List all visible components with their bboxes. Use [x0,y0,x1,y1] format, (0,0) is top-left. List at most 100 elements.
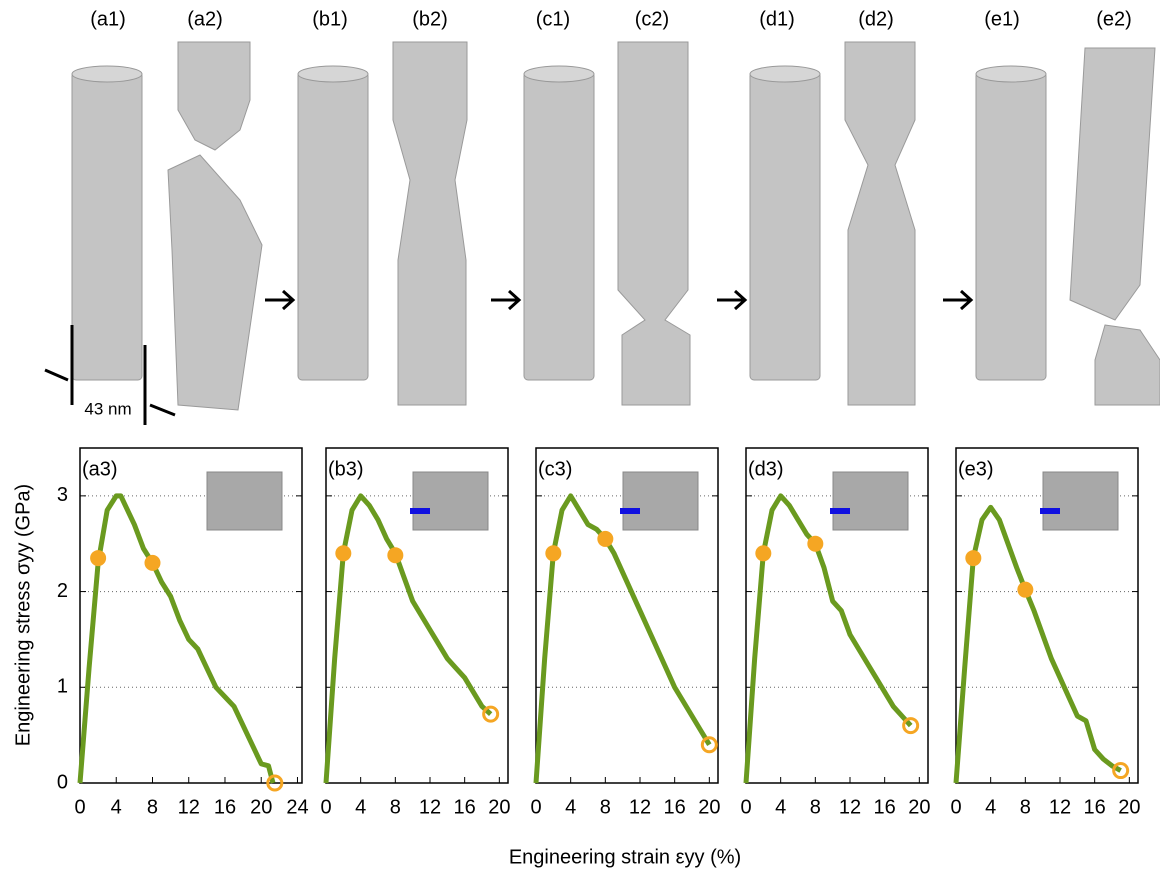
snapshot-marker [807,536,823,552]
scale-label: 43 nm [84,399,131,418]
x-tick-label: 4 [985,796,996,818]
snapshot-marker [387,547,403,563]
x-tick-label: 16 [454,796,476,818]
snapshot-marker [545,545,561,561]
panel-label: (d3) [748,458,784,480]
pillar [1095,325,1160,405]
panel-label: (e2) [1096,8,1132,30]
arrow [943,291,971,309]
pillar [618,42,690,405]
x-axis-label: Engineering strain εyy (%) [509,846,741,868]
panel-label: (d2) [858,8,894,30]
x-tick-label: 16 [874,796,896,818]
arrow [491,291,519,309]
figure: 43 nm (a1) (a2) (b1) (b2) (c1) (c2) (d1) (d2) (e… [0,0,1160,880]
pillar [72,72,142,380]
x-tick-label: 24 [286,796,308,818]
pillar [168,155,262,410]
x-tick-label: 0 [320,796,331,818]
x-tick-label: 4 [775,796,786,818]
x-tick-label: 4 [111,796,122,818]
pillar [393,42,467,405]
x-tick-label: 0 [740,796,751,818]
x-tick-label: 8 [1020,796,1031,818]
panel-label: (c2) [635,8,669,30]
pillar [178,42,250,150]
pillars [72,42,1160,410]
x-tick-label: 12 [839,796,861,818]
pillar-top [298,66,368,82]
x-tick-label: 0 [530,796,541,818]
pillar [524,72,594,380]
x-tick-label: 12 [1049,796,1071,818]
inset-image [413,472,488,530]
panel-label: (b2) [412,8,448,30]
snapshot-marker [1017,582,1033,598]
snapshot-marker [597,531,613,547]
pillar-top [524,66,594,82]
panel-label: (d1) [759,8,795,30]
stress-curve [80,496,273,783]
x-tick-label: 20 [908,796,930,818]
snapshot-marker [755,545,771,561]
y-tick-label: 3 [57,484,68,506]
pillar [976,72,1046,380]
x-tick-label: 12 [178,796,200,818]
y-tick-label: 0 [57,771,68,793]
stress-curve [746,496,911,783]
snapshot-marker [965,550,981,566]
panel-label: (a2) [187,8,223,30]
inset-image [1043,472,1118,530]
panel-label: (c1) [536,8,570,30]
panel-label: (e1) [984,8,1020,30]
inset-image [207,472,282,530]
y-axis-label: Engineering stress σyy (GPa) [12,484,34,746]
x-tick-label: 8 [147,796,158,818]
pillar [1070,48,1155,320]
x-tick-label: 8 [810,796,821,818]
x-tick-label: 16 [214,796,236,818]
x-tick-label: 8 [390,796,401,818]
x-tick-label: 4 [565,796,576,818]
inset-image [623,472,698,530]
snapshot-marker [90,550,106,566]
x-tick-label: 0 [950,796,961,818]
stress-curve [326,496,491,783]
y-tick-label: 2 [57,580,68,602]
x-tick-label: 12 [419,796,441,818]
pillar-top [750,66,820,82]
x-tick-label: 20 [488,796,510,818]
stress-curve [956,507,1121,783]
x-tick-label: 16 [1084,796,1106,818]
x-tick-label: 12 [629,796,651,818]
inset-marker [620,508,640,514]
snapshot-marker [335,545,351,561]
arrow [717,291,745,309]
inset-marker [410,508,430,514]
panel-label: (b3) [328,458,364,480]
pillar-top [72,66,142,82]
inset-image [833,472,908,530]
pillar-top [976,66,1046,82]
panel-label: (e3) [958,458,994,480]
snapshot-marker [144,555,160,571]
pillar [298,72,368,380]
x-tick-label: 20 [250,796,272,818]
stress-curve [536,496,709,783]
x-tick-label: 4 [355,796,366,818]
y-tick-label: 1 [57,676,68,698]
panel-label: (a3) [82,458,118,480]
pillar [750,72,820,380]
inset-marker [1040,508,1060,514]
inset-marker [830,508,850,514]
x-tick-label: 0 [74,796,85,818]
x-tick-label: 20 [1118,796,1140,818]
panel-label: (a1) [90,8,126,30]
x-tick-label: 8 [600,796,611,818]
arrow [265,291,293,309]
x-tick-label: 20 [698,796,720,818]
pillar [845,42,915,405]
x-tick-label: 16 [664,796,686,818]
panel-label: (b1) [312,8,348,30]
panel-label: (c3) [538,458,572,480]
